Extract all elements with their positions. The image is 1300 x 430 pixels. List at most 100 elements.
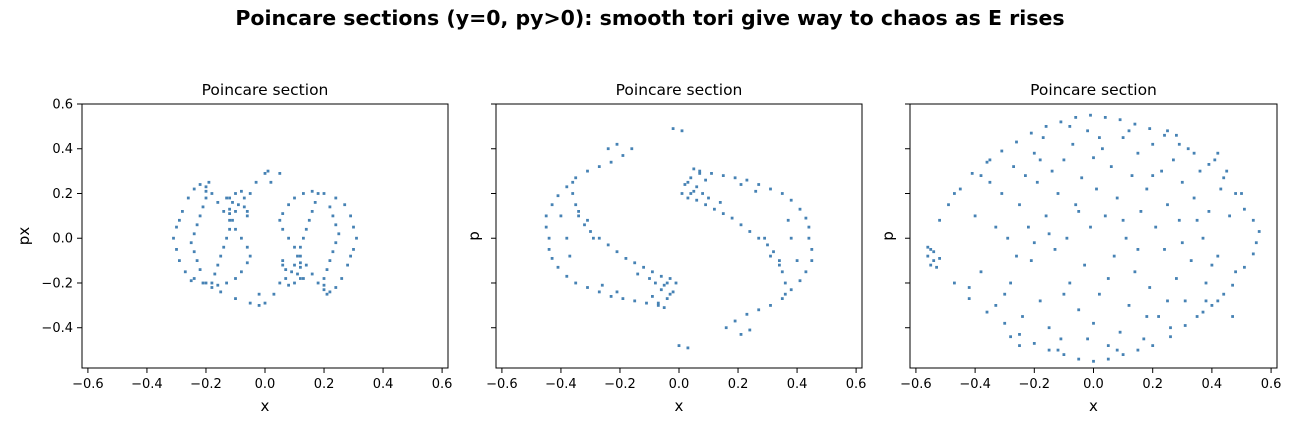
data-point xyxy=(600,283,604,287)
data-point xyxy=(739,333,743,336)
figure-suptitle: Poincare sections (y=0, py>0): smooth to… xyxy=(235,6,1064,30)
data-point xyxy=(242,205,246,209)
data-point xyxy=(718,201,722,204)
data-point xyxy=(225,196,228,200)
data-point xyxy=(953,192,956,195)
data-point xyxy=(307,218,311,222)
data-point xyxy=(1177,142,1181,146)
data-point xyxy=(929,263,933,267)
x-tick-label: 0.6 xyxy=(432,377,453,392)
data-point xyxy=(181,210,184,213)
data-point xyxy=(1032,241,1036,245)
data-point xyxy=(783,281,787,285)
data-point xyxy=(1207,163,1211,166)
x-tick-label: 0.6 xyxy=(846,377,867,392)
data-point xyxy=(1089,225,1092,229)
data-point xyxy=(1015,254,1018,258)
data-point xyxy=(310,272,314,276)
data-point xyxy=(1047,232,1051,236)
data-point xyxy=(310,210,314,213)
data-point xyxy=(1118,118,1122,122)
data-point xyxy=(1068,281,1072,285)
data-point xyxy=(592,236,595,240)
data-point xyxy=(304,227,308,231)
data-point xyxy=(772,250,775,254)
data-point xyxy=(328,290,332,294)
data-point xyxy=(1231,315,1234,318)
data-point xyxy=(234,210,237,213)
data-point xyxy=(1166,203,1169,207)
data-point xyxy=(586,169,589,173)
data-point xyxy=(216,263,220,267)
data-point xyxy=(769,254,772,258)
data-point xyxy=(766,243,769,247)
data-point xyxy=(296,254,299,258)
data-point xyxy=(1148,286,1152,289)
x-tick-label: 0.2 xyxy=(728,377,749,392)
data-point xyxy=(302,192,305,195)
data-point xyxy=(686,346,690,350)
data-point xyxy=(1032,151,1036,155)
data-point xyxy=(313,201,317,204)
data-point xyxy=(242,196,246,200)
data-point xyxy=(615,142,619,146)
data-point xyxy=(780,192,784,195)
data-point xyxy=(328,205,332,209)
data-point xyxy=(597,290,601,294)
data-point xyxy=(929,248,933,251)
data-point xyxy=(795,259,799,262)
data-point xyxy=(988,158,992,162)
x-tick-label: −0.4 xyxy=(131,377,163,392)
data-point xyxy=(1083,263,1086,267)
data-point xyxy=(651,295,654,298)
data-point xyxy=(263,172,267,175)
data-point xyxy=(1210,263,1214,267)
data-point xyxy=(272,292,276,296)
data-point xyxy=(222,245,226,249)
data-point xyxy=(1243,207,1246,211)
data-point xyxy=(1201,310,1205,314)
data-point xyxy=(1151,142,1155,146)
y-tick-label: 0.4 xyxy=(52,142,73,157)
data-point xyxy=(1195,315,1199,318)
data-point xyxy=(926,245,930,249)
data-point xyxy=(547,248,551,251)
data-point xyxy=(988,180,992,184)
data-point xyxy=(769,304,772,307)
data-point xyxy=(630,147,634,151)
data-point xyxy=(615,290,619,294)
data-point xyxy=(189,241,193,245)
data-point xyxy=(1062,292,1066,296)
data-point xyxy=(284,268,288,271)
data-point xyxy=(967,286,971,289)
x-tick-label: 0.4 xyxy=(787,377,808,392)
data-point xyxy=(786,218,790,222)
data-point xyxy=(645,301,648,305)
data-point xyxy=(1198,169,1202,173)
x-tick-label: 0.0 xyxy=(255,377,276,392)
data-point xyxy=(1101,147,1104,151)
data-point xyxy=(1068,125,1072,128)
data-point xyxy=(228,227,231,231)
data-point xyxy=(234,227,237,231)
data-point xyxy=(278,281,282,285)
data-point xyxy=(228,212,231,215)
data-point xyxy=(565,185,569,189)
data-point xyxy=(266,169,270,173)
data-point xyxy=(1024,174,1027,177)
data-point xyxy=(219,290,223,294)
data-point xyxy=(1145,315,1149,318)
data-point xyxy=(248,301,252,305)
data-point xyxy=(606,147,610,151)
data-point xyxy=(1121,218,1125,222)
data-point xyxy=(189,279,193,283)
poincare-panel-2: −0.6 −0.4 −0.2 0.0 0.2 0.4 0.6 Poincare section… xyxy=(465,81,866,415)
data-point xyxy=(577,214,580,218)
data-point xyxy=(302,236,305,240)
data-point xyxy=(234,297,237,300)
data-point xyxy=(1115,348,1119,352)
data-point xyxy=(1133,122,1137,126)
data-point xyxy=(556,194,560,198)
data-point xyxy=(1059,120,1063,124)
data-point xyxy=(1243,265,1246,269)
